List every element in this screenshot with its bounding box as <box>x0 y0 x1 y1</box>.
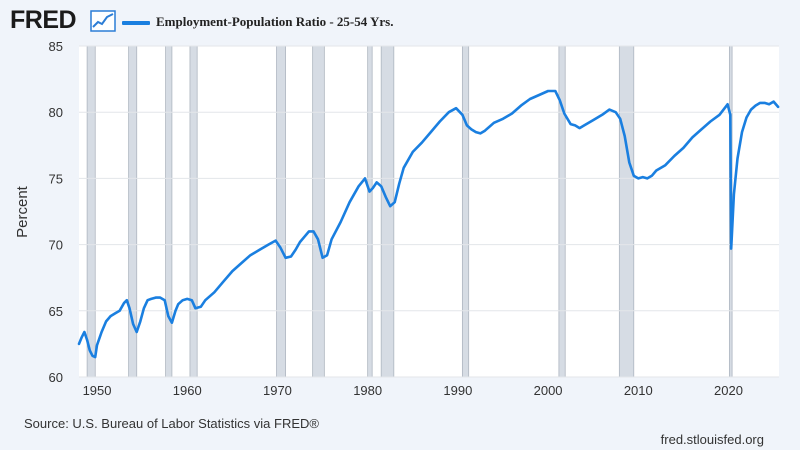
series-lines <box>77 89 780 359</box>
recession-band <box>367 45 373 378</box>
recession-band <box>380 45 395 378</box>
source-note: Source: U.S. Bureau of Labor Statistics … <box>24 416 319 431</box>
recession-band <box>618 45 635 378</box>
y-tick-label: 65 <box>49 304 63 319</box>
x-tick-labels: 1950 1960 1970 1980 1990 2000 2010 2020 <box>83 383 743 398</box>
recession-band <box>165 45 173 378</box>
grid-lines <box>79 45 779 378</box>
recession-band <box>312 45 325 378</box>
header: FRED Employment-Population Ratio - 25-54… <box>10 6 790 36</box>
y-axis-title: Percent <box>14 185 31 238</box>
y-tick-label: 60 <box>49 370 63 385</box>
recession-band <box>86 45 96 378</box>
fred-logo[interactable]: FRED <box>10 6 77 34</box>
series-line <box>77 89 780 359</box>
legend-label: Employment-Population Ratio - 25-54 Yrs. <box>156 14 394 29</box>
x-tick-label: 1960 <box>173 383 202 398</box>
line-chart-icon <box>90 10 116 32</box>
plot-area <box>79 46 779 377</box>
recession-band <box>189 45 198 378</box>
recession-band <box>276 45 286 378</box>
y-tick-label: 70 <box>49 238 63 253</box>
x-tick-label: 1990 <box>443 383 472 398</box>
x-tick-label: 2000 <box>534 383 563 398</box>
y-tick-label: 75 <box>49 171 63 186</box>
legend-line-swatch <box>122 21 150 25</box>
x-tick-label: 1970 <box>263 383 292 398</box>
y-tick-labels: 60 65 70 75 80 85 <box>49 39 63 385</box>
x-tick-label: 2020 <box>714 383 743 398</box>
site-url[interactable]: fred.stlouisfed.org <box>660 432 764 447</box>
recession-band <box>558 45 566 378</box>
x-tick-label: 2010 <box>624 383 653 398</box>
x-tick-label: 1980 <box>353 383 382 398</box>
recession-band <box>461 45 470 378</box>
y-tick-label: 85 <box>49 39 63 54</box>
y-tick-label: 80 <box>49 105 63 120</box>
x-tick-label: 1950 <box>83 383 112 398</box>
